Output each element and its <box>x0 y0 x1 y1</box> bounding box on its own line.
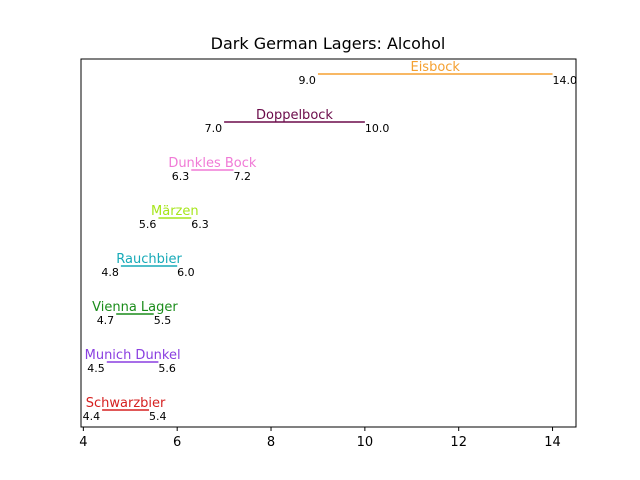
range-name-label: Dunkles Bock <box>168 156 257 171</box>
range-max-label: 14.0 <box>553 74 578 87</box>
range-min-label: 7.0 <box>205 122 223 135</box>
x-tick-label: 14 <box>544 435 561 450</box>
x-tick-label: 10 <box>357 435 374 450</box>
range-max-label: 6.0 <box>177 266 195 279</box>
range-max-label: 5.6 <box>158 362 176 375</box>
range-min-label: 4.4 <box>83 410 101 423</box>
x-axis: 4 6 8 10 12 14 <box>79 427 561 450</box>
x-tick-label: 6 <box>173 435 181 450</box>
range-max-label: 6.3 <box>191 218 209 231</box>
range-min-label: 6.3 <box>172 170 190 183</box>
range-min-label: 9.0 <box>298 74 316 87</box>
range-name-label: Eisbock <box>410 60 460 75</box>
range-min-label: 5.6 <box>139 218 157 231</box>
x-tick-label: 8 <box>267 435 275 450</box>
range-doppelbock: Doppelbock 7.0 10.0 <box>205 108 390 135</box>
chart-title: Dark German Lagers: Alcohol <box>211 34 446 53</box>
x-tick-label: 12 <box>450 435 467 450</box>
range-eisbock: Eisbock 9.0 14.0 <box>298 60 577 87</box>
range-min-label: 4.8 <box>101 266 119 279</box>
range-min-label: 4.5 <box>87 362 105 375</box>
range-name-label: Rauchbier <box>116 252 182 267</box>
range-min-label: 4.7 <box>97 314 115 327</box>
range-max-label: 7.2 <box>233 170 251 183</box>
range-name-label: Doppelbock <box>256 108 333 123</box>
plot-area <box>80 58 577 428</box>
range-max-label: 10.0 <box>365 122 390 135</box>
x-tick-label: 4 <box>79 435 87 450</box>
range-max-label: 5.5 <box>154 314 172 327</box>
range-name-label: Märzen <box>151 204 199 219</box>
range-name-label: Munich Dunkel <box>85 348 181 363</box>
range-name-label: Schwarzbier <box>86 396 166 411</box>
range-max-label: 5.4 <box>149 410 167 423</box>
range-name-label: Vienna Lager <box>92 300 178 315</box>
